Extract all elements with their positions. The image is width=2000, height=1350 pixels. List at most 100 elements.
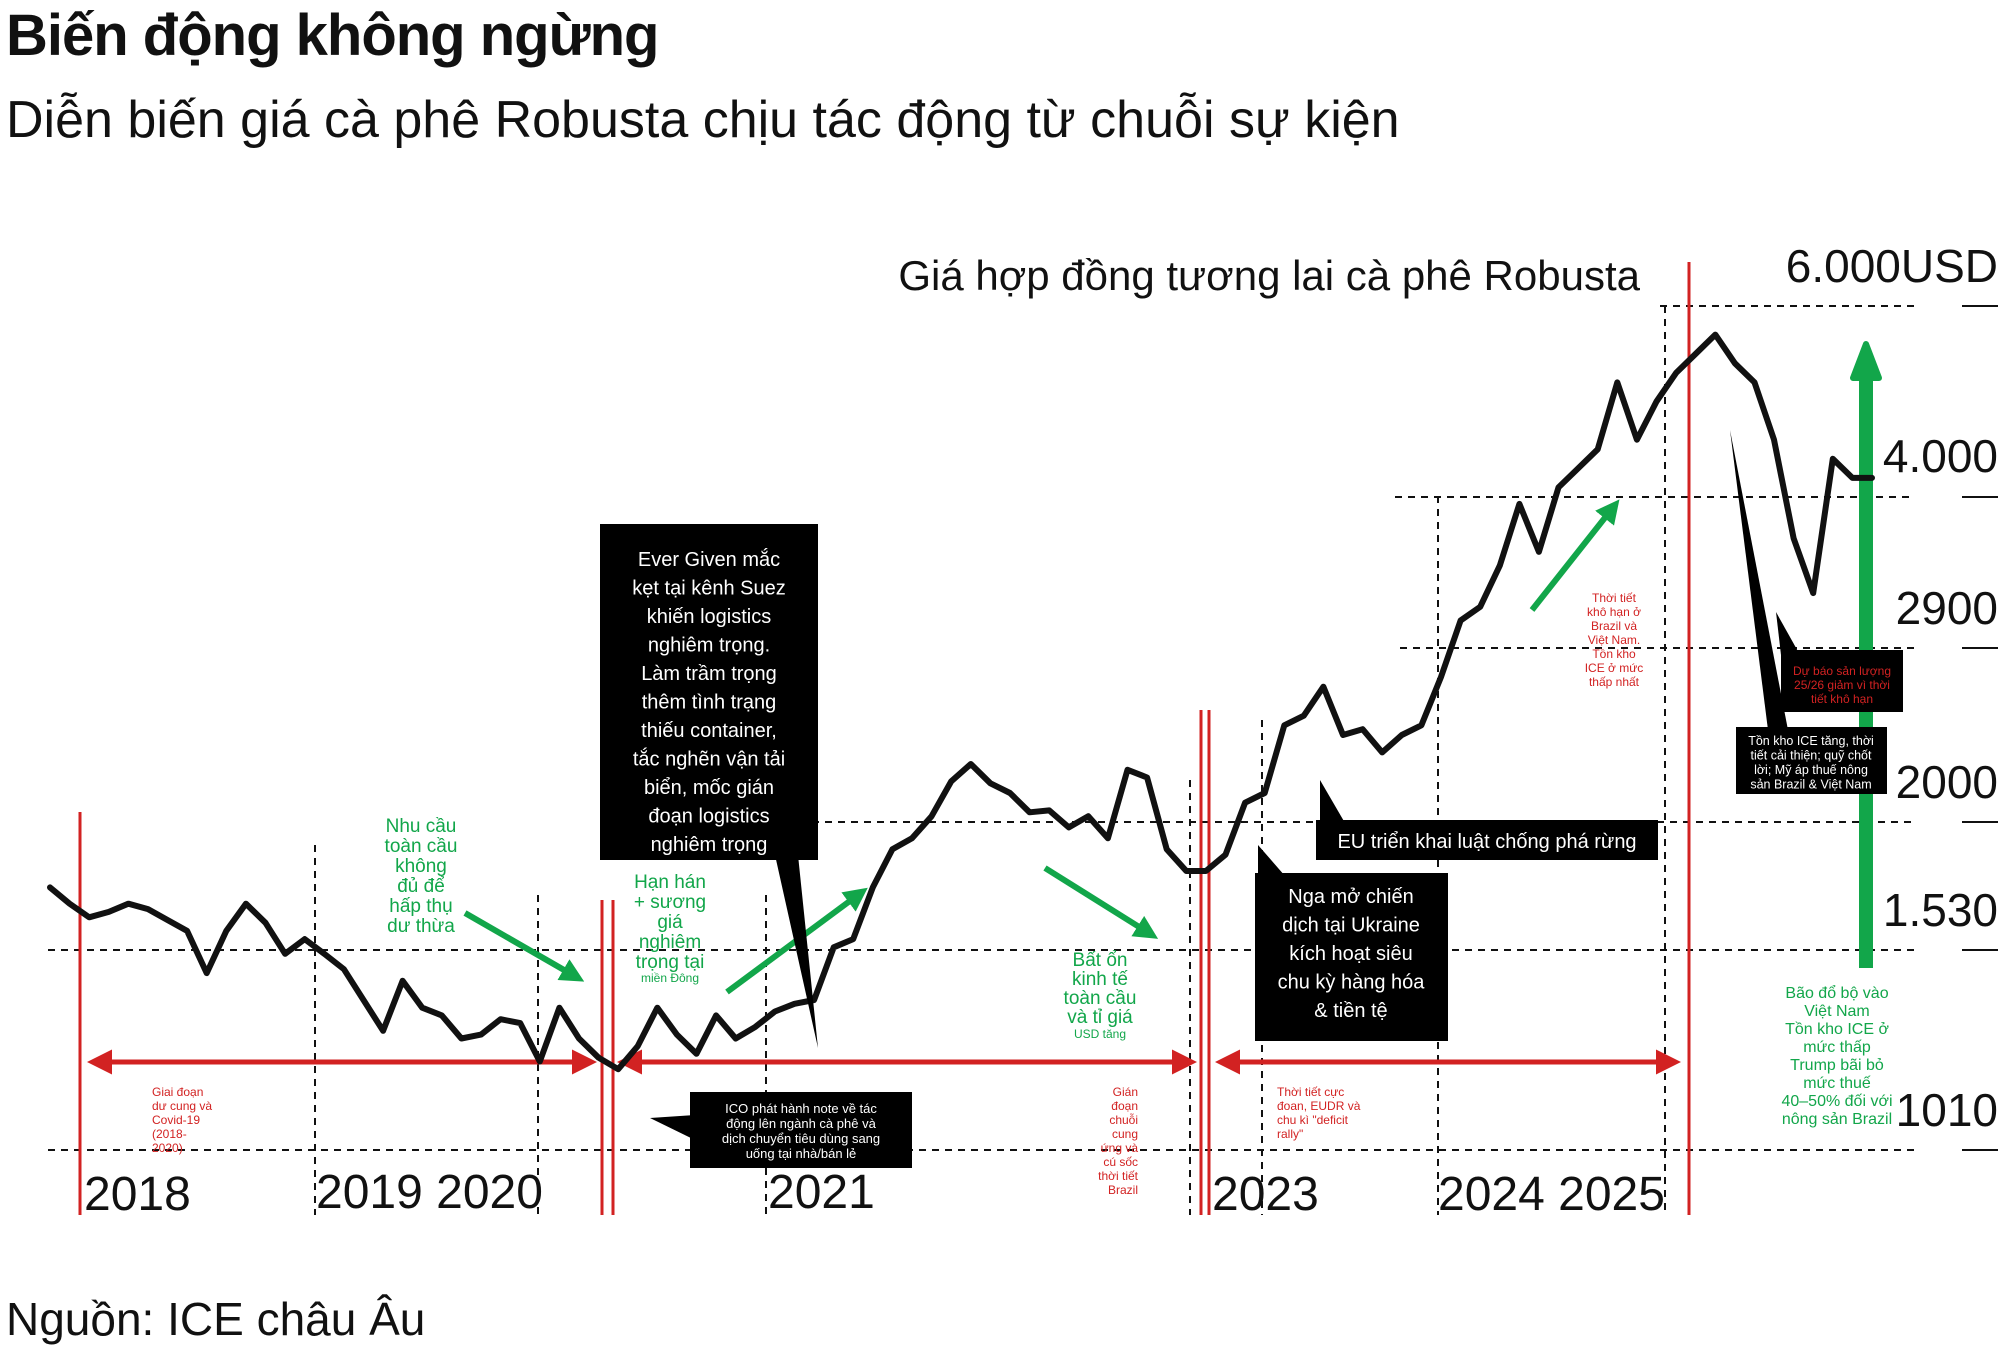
green-note-demand-line: đủ để [397,876,445,897]
callout-eudr: EU triển khai luật chống phá rừng [1316,780,1658,860]
green-note-storm-line: Trump bãi bỏ [1790,1057,1884,1074]
callout-eudr-line: EU triển khai luật chống phá rừng [1337,831,1636,853]
y-label-4000: 4.000 [1883,430,1998,482]
event-markers [78,262,1691,1215]
callout-ever-given-line: nghiêm trọng. [648,635,770,657]
green-note-unrest-line: toàn cầu [1064,988,1137,1009]
red-note-oversupply-line: 2020) [152,1141,183,1155]
x-label-2021: 2021 [768,1166,875,1219]
source-note: Nguồn: ICE châu Âu [6,1293,426,1345]
red-note-supplychain-line: ứng và [1101,1141,1139,1155]
red-note-weather-line: chu kì "deficit [1277,1113,1349,1127]
green-note-drought-line: Hạn hán [634,872,706,893]
x-axis-labels: 2018 2019 2020 2021 2023 2024 2025 [84,1166,1665,1221]
red-note-drought-low-line: khô hạn ở [1587,605,1641,619]
callout-ico-note-line: ICO phát hành note về tác [725,1101,877,1116]
red-note-drought-low-line: Brazil và [1591,619,1637,633]
year-dividers [314,306,1666,1215]
y-label-1530: 1.530 [1883,884,1998,936]
red-note-oversupply-line: dư cung và [152,1099,212,1113]
callout-ico-note-line: uống tại nhà/bán lẻ [746,1146,857,1161]
red-note-drought-low-line: Tồn kho [1592,647,1636,661]
red-note-supplychain-line: cú sốc [1103,1155,1138,1169]
callout-ever-given-line: tắc nghẽn vận tải [633,748,785,771]
green-note-storm-line: Tồn kho ICE ở [1785,1021,1889,1038]
callout-ico-note-line: động lên ngành cà phê và [726,1116,876,1131]
callout-ice-stock-line: Tồn kho ICE tăng, thời [1748,734,1874,748]
green-note-demand-line: Nhu cầu [386,816,457,837]
callout-ever-given-line: Ever Given mắc [638,548,780,571]
red-note-weather-line: đoan, EUDR và [1277,1099,1361,1113]
red-note-drought-low-line: Thời tiết [1592,591,1637,605]
callout-ever-given-line: Làm trầm trọng [641,663,777,685]
callout-ice-stock-line: sản Brazil & Việt Nam [1750,778,1871,792]
red-note-supplychain-line: Gián [1113,1085,1138,1099]
callout-ice-stock-bg [1736,727,1887,794]
green-note-storm-line: Việt Nam [1804,1003,1870,1020]
callout-eudr-pointer [1320,780,1345,823]
trend-arrow-down-1 [463,910,585,982]
green-note-drought-line: trọng tại [636,952,705,973]
green-note-drought-line: + sương [634,892,706,913]
green-note-storm-line: nông sản Brazil [1782,1111,1892,1128]
red-note-supplychain-line: chuỗi [1109,1112,1138,1127]
callout-ever-given-line: đoạn logistics [648,806,769,828]
y-axis-labels: 6.000USD 4.000 2900 2000 1.530 1010 [1786,240,1998,1136]
x-label-2024-2025: 2024 2025 [1438,1168,1665,1221]
callout-forecast-bg [1781,650,1903,712]
callout-ukraine-bg [1255,873,1448,1041]
callout-ever-given-line: kẹt tại kênh Suez [632,578,785,600]
green-note-unrest-small: USD tăng [1074,1027,1126,1041]
callout-ukraine-line: kích hoạt siêu [1289,943,1412,965]
red-note-oversupply-line: Covid-19 [152,1113,200,1127]
trend-arrow-down-2 [1043,865,1159,939]
callout-ice-stock-line: tiết cải thiện; quỹ chốt [1751,749,1872,763]
red-note-drought-low-line: Việt Nam. [1588,633,1640,647]
green-note-unrest-line: và tỉ giá [1067,1007,1133,1028]
x-label-2019-2020: 2019 2020 [316,1166,543,1219]
green-note-drought-small: miền Đông [641,971,699,985]
green-note-drought-line: nghiêm [639,932,701,953]
callout-ever-given-line: thêm tình trạng [642,692,777,714]
trend-arrow-up-big-head [1850,341,1882,381]
callout-ukraine-pointer [1258,845,1285,876]
x-label-2018: 2018 [84,1168,191,1221]
series-title: Giá hợp đồng tương lai cà phê Robusta [898,252,1640,299]
x-label-2023: 2023 [1212,1168,1319,1221]
callout-ukraine-line: & tiền tệ [1314,1000,1387,1022]
callout-ever-given: Ever Given mắc kẹt tại kênh Suez khiến log… [600,524,818,1048]
red-note-drought-low-line: thấp nhất [1589,675,1640,689]
callout-ever-given-line: nghiêm trọng [651,834,768,856]
callout-ico-note-pointer [650,1115,695,1140]
red-note-supplychain-line: Brazil [1108,1183,1138,1197]
red-note-drought-low-line: ICE ở mức [1585,661,1644,675]
chart-subtitle: Diễn biến giá cà phê Robusta chịu tác độ… [6,91,1400,149]
green-note-demand-line: toàn cầu [385,836,458,857]
callout-forecast-line: 25/26 giảm vì thời [1794,678,1890,692]
green-note-unrest-line: Bất ổn [1073,950,1128,971]
green-note-storm-line: 40–50% đối với [1781,1093,1892,1110]
green-note-demand-line: không [395,856,447,877]
callout-ever-given-line: biển, mốc gián [644,777,774,799]
callout-ever-given-bg [600,524,818,860]
callout-ukraine: Nga mở chiến dịch tại Ukraine kích hoạt si… [1255,845,1448,1041]
green-note-storm-line: mức thuế [1803,1075,1871,1092]
red-note-weather-line: Thời tiết cực [1277,1085,1344,1099]
green-note-unrest-line: kinh tế [1072,969,1128,990]
callout-ever-given-line: khiến logistics [647,606,772,628]
callout-ico-note-bg [690,1092,912,1168]
level-guides [48,305,1998,1151]
callout-ukraine-line: dịch tại Ukraine [1282,915,1420,937]
red-note-supplychain-line: thời tiết [1098,1169,1139,1183]
green-note-storm-line: Bão đổ bộ vào [1785,984,1888,1002]
